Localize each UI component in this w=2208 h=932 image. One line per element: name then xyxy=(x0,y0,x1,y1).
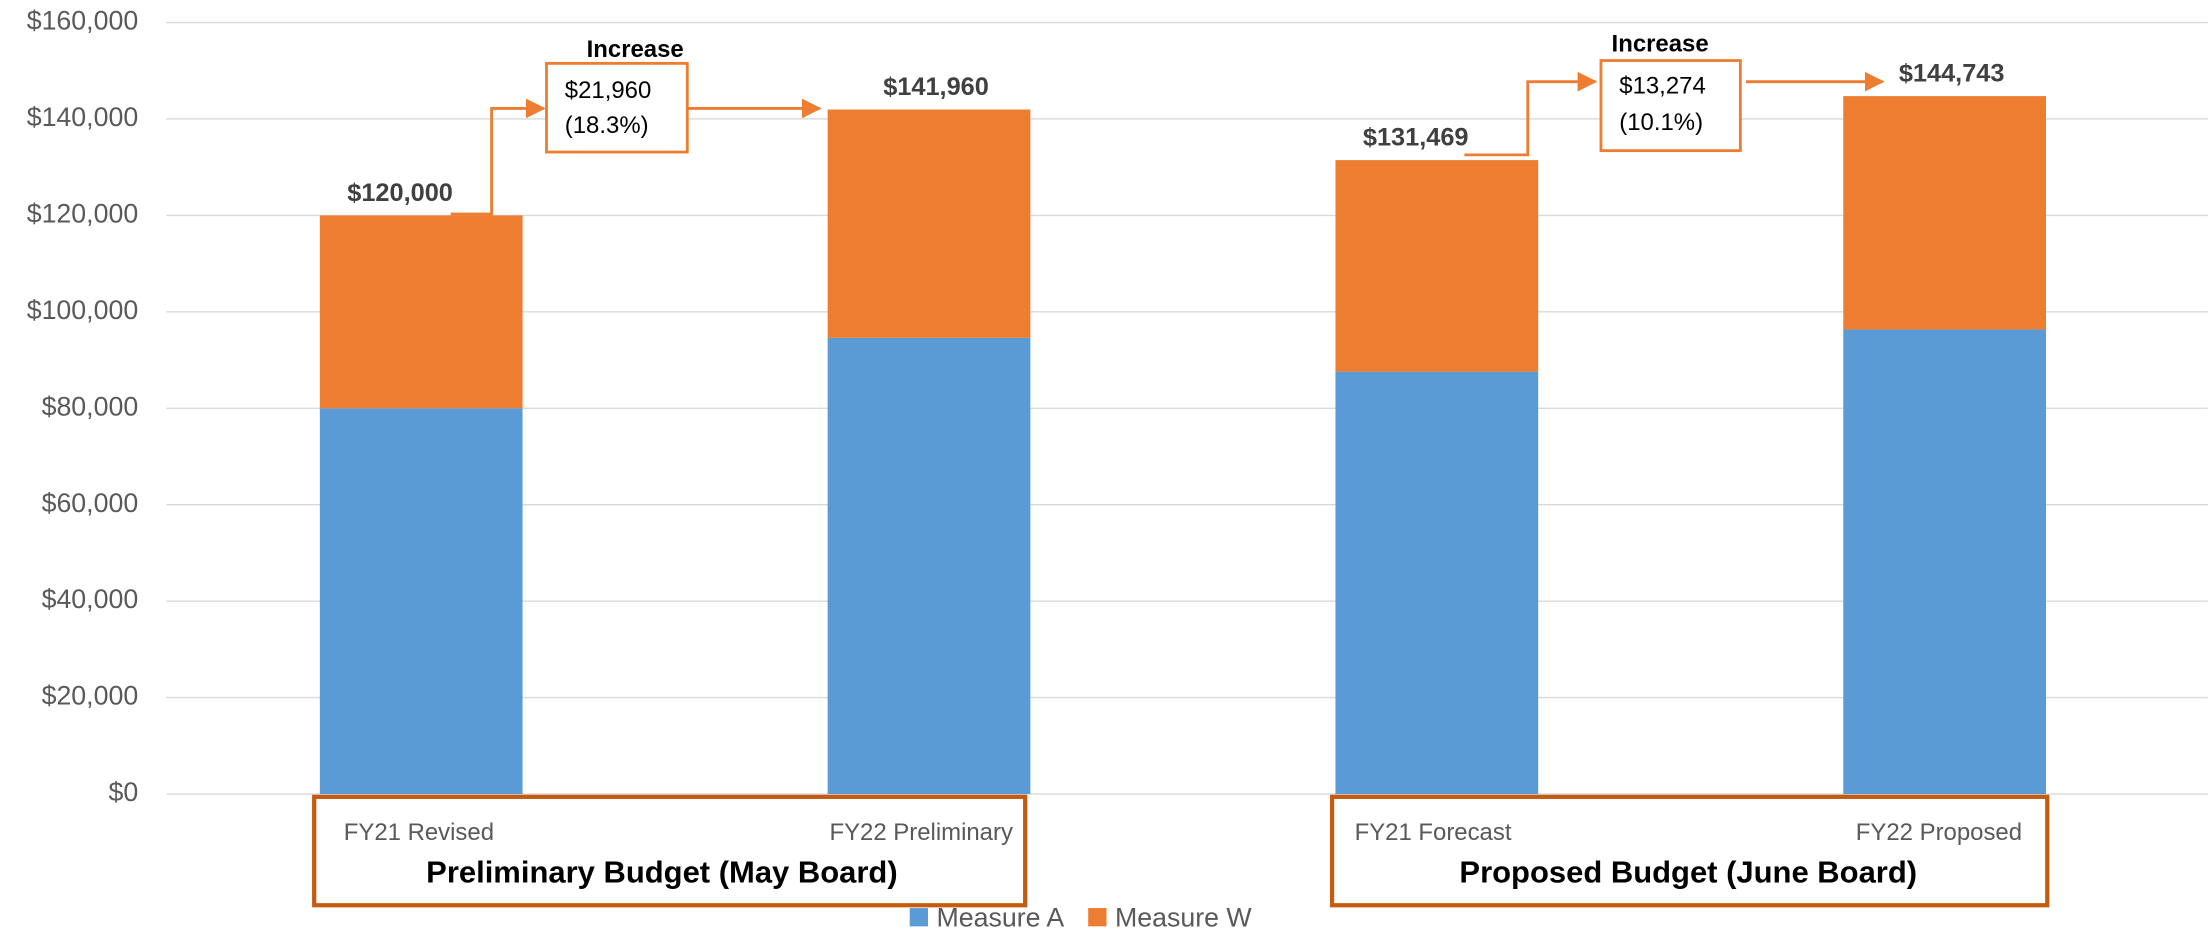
legend-label: Measure A xyxy=(936,902,1064,932)
bar-segment xyxy=(319,215,523,409)
group-box xyxy=(312,794,1028,908)
y-tick-label: $60,000 xyxy=(42,488,139,518)
connector xyxy=(450,98,546,216)
x-tick-label: FY21 Revised xyxy=(344,819,494,846)
legend-label: Measure W xyxy=(1115,902,1252,932)
bar-segment xyxy=(1335,371,1539,795)
y-tick-label: $140,000 xyxy=(27,102,139,132)
bar-segment xyxy=(1843,96,2046,330)
bar-segment xyxy=(1843,329,2046,795)
y-tick-label: $20,000 xyxy=(42,681,139,711)
total-label: $131,469 xyxy=(1363,124,1469,152)
y-tick-label: $160,000 xyxy=(27,6,139,36)
legend-swatch xyxy=(909,908,929,927)
y-tick-label: $0 xyxy=(108,777,138,807)
total-label: $120,000 xyxy=(347,179,453,207)
y-tick-label: $40,000 xyxy=(42,584,139,614)
x-tick-label: FY21 Forecast xyxy=(1355,819,1512,846)
annotation-box xyxy=(545,61,689,154)
annotation-percent: (10.1%) xyxy=(1619,109,1703,136)
legend-swatch xyxy=(1088,908,1107,927)
bar-segment xyxy=(827,337,1031,795)
bar-segment xyxy=(1335,160,1539,372)
annotation-title: Increase xyxy=(1612,30,1709,57)
connector xyxy=(1464,71,1598,157)
total-label: $141,960 xyxy=(883,73,989,101)
bar-segment xyxy=(827,109,1031,338)
annotation-amount: $21,960 xyxy=(565,77,651,104)
y-tick-label: $80,000 xyxy=(42,391,139,421)
x-tick-label: FY22 Preliminary xyxy=(829,819,1012,846)
total-label: $144,743 xyxy=(1899,60,2005,88)
group-box xyxy=(1329,794,2050,908)
annotation-title: Increase xyxy=(587,36,684,63)
bar-segment xyxy=(319,408,523,795)
annotation-percent: (18.3%) xyxy=(565,112,649,139)
group-label: Preliminary Budget (May Board) xyxy=(426,854,898,889)
annotation-amount: $13,274 xyxy=(1619,73,1705,100)
x-tick-label: FY22 Proposed xyxy=(1856,819,2022,846)
y-tick-label: $120,000 xyxy=(27,198,139,228)
group-label: Proposed Budget (June Board) xyxy=(1459,854,1917,889)
y-tick-label: $100,000 xyxy=(27,295,139,325)
annotation-box xyxy=(1599,59,1742,153)
